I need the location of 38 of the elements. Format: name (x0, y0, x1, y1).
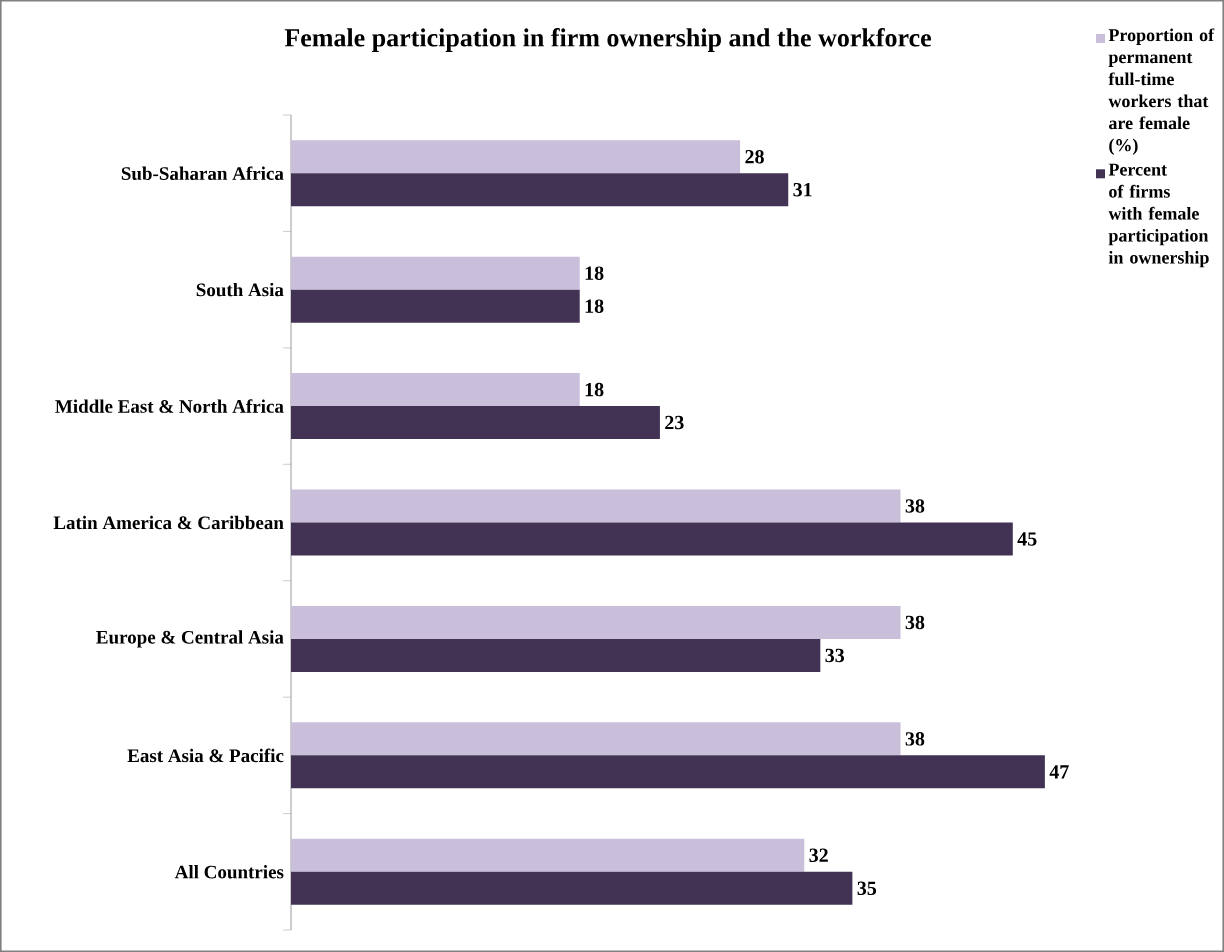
bar (291, 289, 580, 323)
bar (291, 256, 580, 290)
y-tick-label: East Asia & Pacific (127, 748, 284, 763)
y-tick-label: Middle East & North Africa (55, 399, 284, 413)
bar (291, 140, 741, 174)
data-label: 31 (793, 183, 812, 197)
bar (291, 522, 1013, 556)
legend-label: Proportion of permanent full-time workers that are female (%) (1108, 28, 1215, 155)
data-label: 18 (585, 382, 604, 397)
y-tick-label: Latin America & Caribbean (53, 515, 284, 530)
bar (291, 373, 580, 407)
data-label: 45 (1017, 532, 1037, 546)
bar (291, 489, 901, 523)
bar (291, 638, 821, 672)
data-label: 38 (905, 615, 925, 630)
data-label: 18 (585, 299, 604, 313)
bar (291, 406, 660, 440)
data-label: 28 (745, 149, 764, 164)
legend-label: Percent of firms with female participation in ownership (1108, 163, 1209, 268)
y-tick-label: All Countries (174, 865, 284, 879)
y-tick-label: South Asia (196, 282, 284, 297)
bar (291, 605, 901, 639)
data-label: 35 (857, 881, 877, 896)
y-tick-label: Sub-Saharan Africa (121, 166, 284, 181)
bar (291, 173, 789, 207)
data-label: 33 (825, 648, 845, 663)
bar (291, 722, 901, 756)
bar (291, 871, 853, 905)
data-label: 32 (809, 848, 828, 862)
data-label: 38 (905, 499, 925, 513)
data-label: 38 (905, 732, 925, 746)
data-label: 23 (665, 415, 684, 430)
bar (291, 838, 805, 872)
data-label: 47 (1049, 765, 1069, 779)
y-tick-label: Europe & Central Asia (96, 630, 284, 648)
chart-title: Female participation in firm ownership and the workforce (284, 28, 931, 52)
data-label: 18 (585, 266, 604, 280)
bar (291, 755, 1045, 789)
